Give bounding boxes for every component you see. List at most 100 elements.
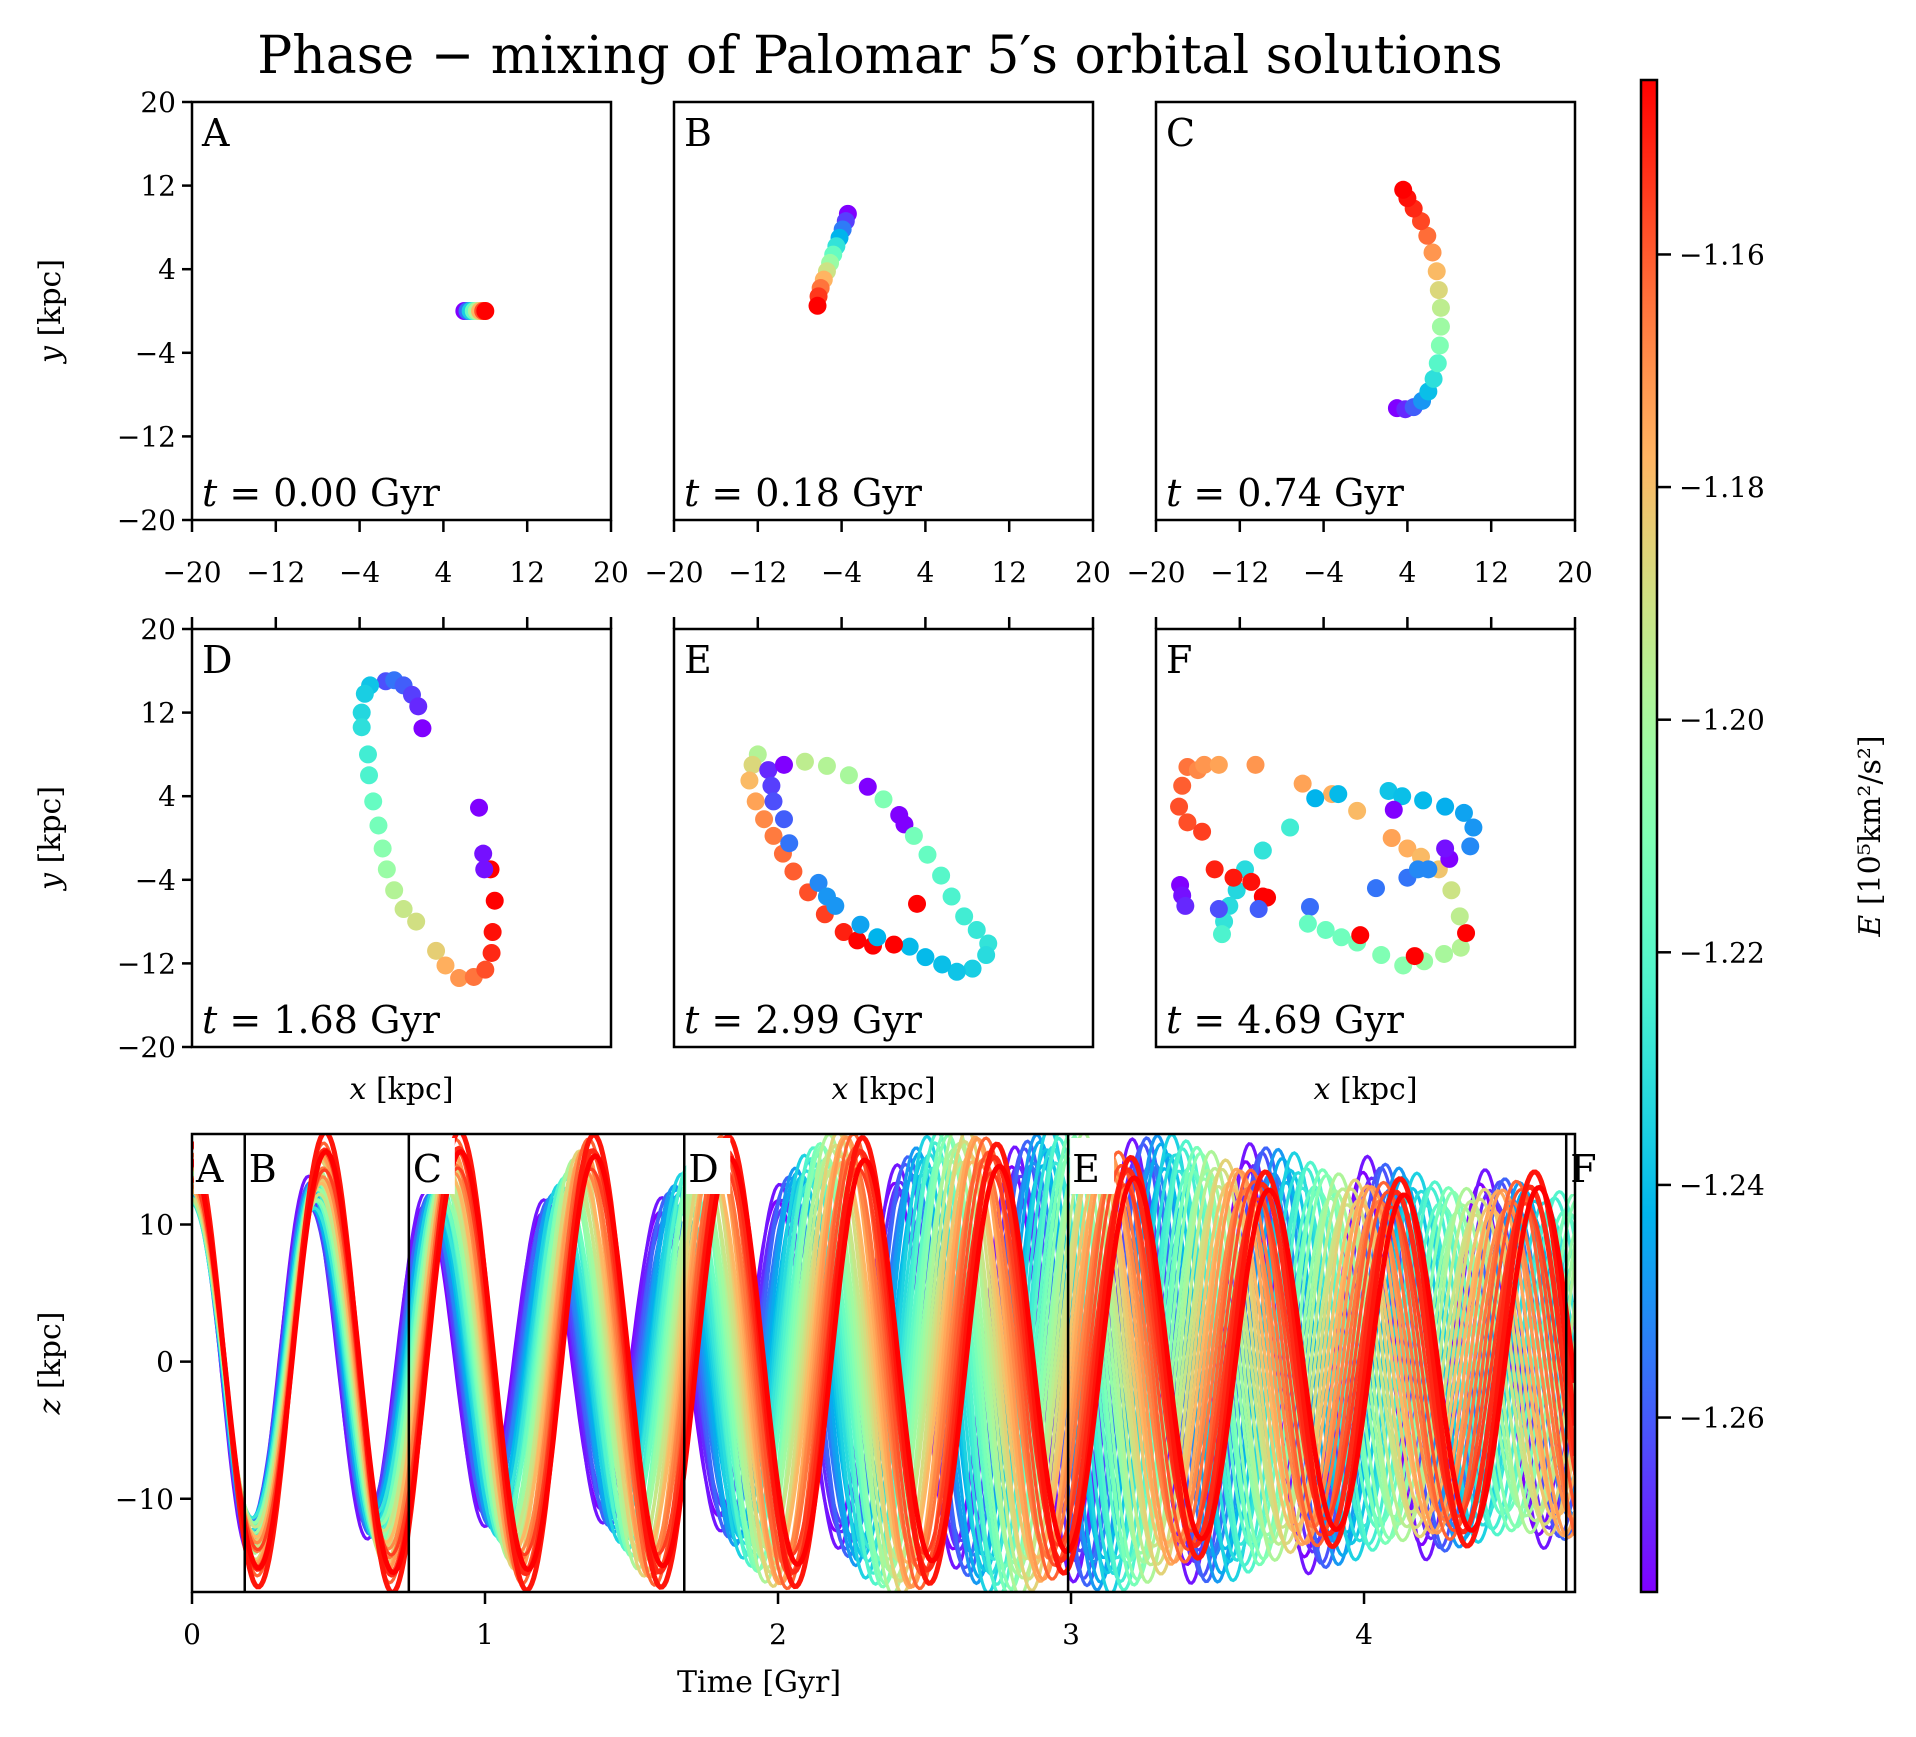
data-point — [963, 959, 982, 978]
orbit-lines — [192, 1134, 1575, 1592]
data-point — [482, 943, 501, 962]
x-tick-label: 4 — [434, 556, 452, 589]
data-point — [932, 866, 951, 885]
data-point — [759, 761, 778, 780]
data-point — [851, 915, 870, 934]
x-tick-label: 12 — [1473, 556, 1509, 589]
x-tick-label: −4 — [821, 556, 862, 589]
data-point — [470, 798, 489, 817]
data-point — [809, 873, 828, 892]
data-point — [858, 777, 877, 796]
data-point — [1424, 369, 1443, 388]
data-point — [377, 860, 396, 879]
time-annotation: t = 0.18 Gyr — [684, 471, 923, 515]
y-tick-label: −12 — [117, 947, 176, 980]
y-tick-label: 12 — [140, 170, 176, 203]
data-point — [407, 912, 426, 931]
data-point — [373, 839, 392, 858]
data-point — [1246, 755, 1265, 774]
panel-letter: D — [202, 638, 232, 682]
data-point — [1293, 774, 1312, 793]
x-tick-label: 12 — [991, 556, 1027, 589]
data-point — [450, 969, 469, 988]
y-unit: [kpc] — [33, 1312, 68, 1390]
y-tick-label: −20 — [117, 504, 176, 537]
data-point — [475, 860, 494, 879]
data-point — [942, 887, 961, 906]
data-point — [1464, 818, 1483, 837]
data-point — [364, 792, 383, 811]
data-point — [977, 946, 996, 965]
data-point — [355, 684, 374, 703]
panel-frame — [190, 100, 613, 522]
data-point — [1195, 755, 1214, 774]
data-point — [774, 810, 793, 829]
colorbar-tick-label: −1.24 — [1679, 1169, 1765, 1202]
panel-frame — [190, 627, 613, 1049]
data-point — [795, 752, 814, 771]
y-tick-label: 20 — [140, 613, 176, 646]
data-point — [485, 891, 504, 910]
data-point — [817, 756, 836, 775]
data-point — [908, 894, 927, 913]
time-annotation: t = 0.00 Gyr — [202, 471, 441, 515]
data-point — [904, 826, 923, 845]
data-point — [1451, 938, 1470, 957]
data-point — [780, 834, 799, 853]
data-point — [774, 755, 793, 774]
colorbar-units: [10⁵km²/s²] — [1853, 735, 1888, 905]
colorbar: −1.16 −1.18 −1.20 −1.22 −1.24 −1.26 E [10⁵km²/… — [1639, 78, 1888, 1594]
data-point — [1205, 860, 1224, 879]
x-var: x — [349, 1072, 375, 1107]
time-var: t — [684, 471, 700, 515]
data-point — [874, 790, 893, 809]
y-axis-label: z [kpc] — [33, 1312, 68, 1416]
data-point — [900, 937, 919, 956]
y-tick-label: 4 — [158, 780, 176, 813]
x-axis-label: Time [Gyr] — [677, 1665, 841, 1700]
data-point — [868, 928, 887, 947]
panel-letter: A — [201, 111, 230, 155]
marker-label-bg — [410, 1138, 455, 1194]
time-value: = 2.99 Gyr — [699, 998, 923, 1042]
y-tick-label: −20 — [117, 1031, 176, 1064]
data-point — [436, 956, 455, 975]
x-unit: [kpc] — [376, 1072, 454, 1107]
x-tick-label: 12 — [509, 556, 545, 589]
data-point — [955, 907, 974, 926]
marker-label-bg — [194, 1138, 238, 1194]
data-point — [1300, 897, 1319, 916]
data-point — [352, 718, 371, 737]
data-point — [1393, 787, 1412, 806]
data-point — [1442, 881, 1461, 900]
panel-b: Bt = 0.18 Gyr −20 −12 −4 4 12 20 — [644, 100, 1111, 589]
data-point — [1173, 776, 1192, 795]
data-point — [743, 755, 762, 774]
time-marker-label: E — [1072, 1147, 1100, 1191]
marker-label-bg — [1070, 1138, 1115, 1194]
data-point — [1405, 947, 1424, 966]
time-var: t — [1166, 998, 1182, 1042]
x-tick-label: −4 — [1303, 556, 1344, 589]
panel-frame — [1154, 100, 1577, 522]
x-tick-label: 4 — [1398, 556, 1416, 589]
time-marker-label: A — [195, 1147, 224, 1191]
data-point — [1224, 868, 1243, 887]
data-point — [1212, 925, 1231, 944]
x-var: x — [831, 1072, 857, 1107]
data-point — [784, 862, 803, 881]
data-point — [762, 776, 781, 795]
time-var: t — [202, 998, 218, 1042]
time-value: = 1.68 Gyr — [217, 998, 441, 1042]
data-point — [1366, 879, 1385, 898]
data-point — [1398, 839, 1417, 858]
data-point — [413, 719, 432, 738]
y-tick-label: −4 — [135, 864, 176, 897]
x-tick-label: 0 — [183, 1618, 201, 1651]
time-annotation: t = 2.99 Gyr — [684, 998, 923, 1042]
data-point — [474, 844, 493, 863]
data-point — [476, 960, 495, 979]
data-point — [1348, 801, 1367, 820]
